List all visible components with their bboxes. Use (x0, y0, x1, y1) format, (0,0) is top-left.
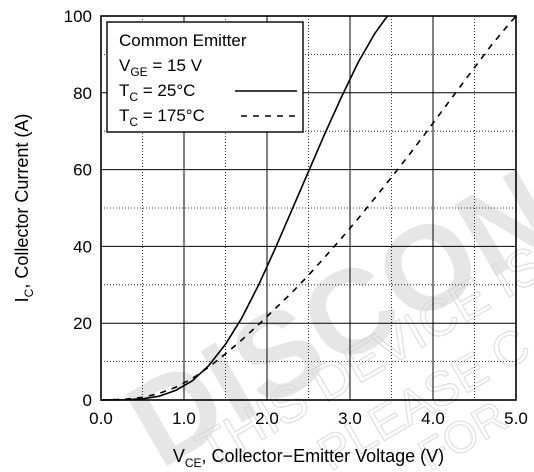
plot-frame (100, 15, 517, 401)
y-tick-label: 80 (73, 84, 92, 103)
legend: Common Emitter VGE = 15 V TC = 25°C TC =… (106, 21, 304, 133)
legend-box (106, 21, 304, 133)
legend-entry-175c: TC = 175°C (119, 106, 205, 129)
x-tick-label: 5.0 (504, 409, 528, 428)
y-tick-label: 20 (73, 314, 92, 333)
x-tick-label: 1.0 (172, 409, 196, 428)
legend-condition: VGE = 15 V (119, 56, 203, 79)
legend-header: Common Emitter (119, 31, 247, 50)
y-tick-label: 60 (73, 161, 92, 180)
x-tick-label: 2.0 (255, 409, 279, 428)
y-tick-label: 0 (83, 391, 92, 410)
y-tick-labels: 0 20 40 60 80 100 (64, 7, 92, 410)
series-line-25c (100, 15, 389, 401)
series-line-175c (100, 15, 517, 401)
x-tick-label: 4.0 (421, 409, 445, 428)
x-tick-label: 3.0 (338, 409, 362, 428)
y-axis-label: IC, Collector Current (A) (12, 114, 36, 303)
x-axis-label: VCE, Collector−Emitter Voltage (V) (173, 446, 444, 470)
y-tick-label: 40 (73, 237, 92, 256)
legend-entry-25c: TC = 25°C (119, 81, 195, 104)
watermark: DISCON THIS DEVICE IS NOT R PLEASE C FOR (106, 143, 534, 472)
series-lines (100, 15, 517, 401)
y-tick-label: 100 (64, 7, 92, 26)
x-tick-labels: 0.0 1.0 2.0 3.0 4.0 5.0 (89, 409, 528, 428)
x-tick-label: 0.0 (89, 409, 113, 428)
